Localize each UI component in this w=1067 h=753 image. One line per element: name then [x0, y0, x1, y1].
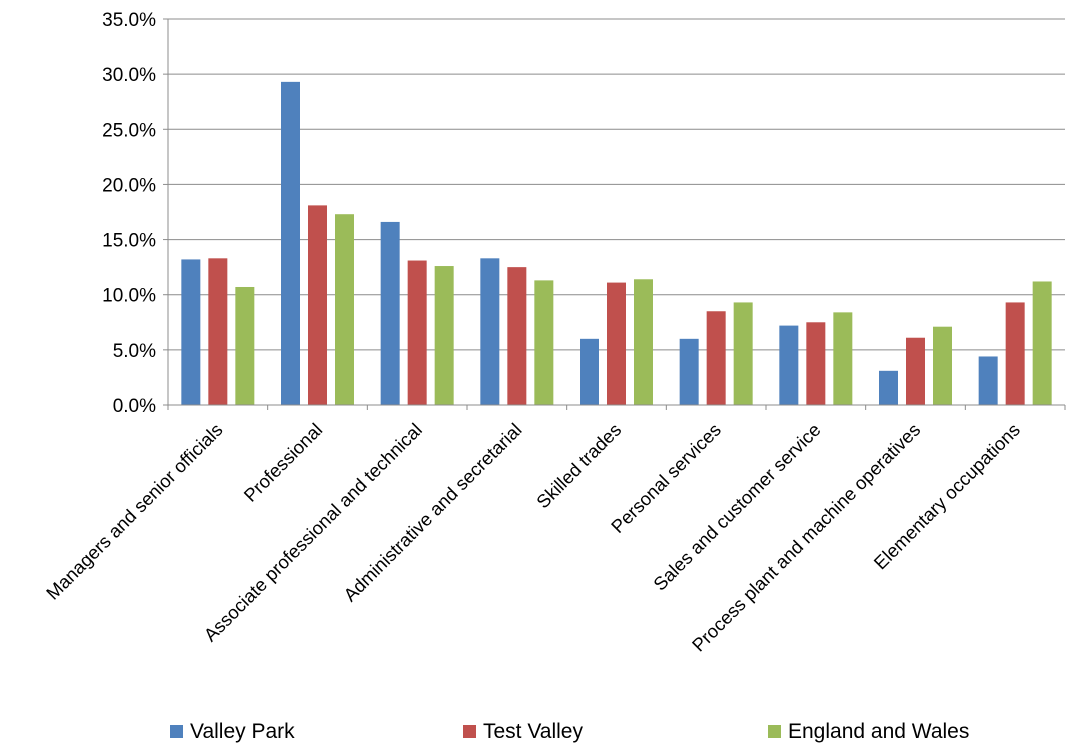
- axes: [163, 18, 1066, 410]
- bars: [181, 81, 1052, 405]
- bar: [308, 205, 327, 405]
- bar: [507, 267, 527, 405]
- bar: [434, 266, 454, 405]
- bar: [806, 322, 826, 405]
- x-category-label: Sales and customer service: [649, 419, 825, 595]
- legend-swatch: [463, 725, 476, 738]
- bar: [833, 312, 853, 405]
- bar: [281, 81, 300, 405]
- bar: [580, 338, 599, 405]
- legend: Valley Park Test Valley England and Wales: [170, 720, 969, 743]
- bar: [706, 311, 726, 405]
- bar: [1032, 281, 1052, 405]
- bar: [407, 260, 427, 405]
- bar: [480, 258, 500, 405]
- y-tick-label: 25.0%: [102, 120, 156, 141]
- bar: [380, 221, 400, 405]
- x-category-label: Process plant and machine operatives: [688, 419, 925, 656]
- bar: [978, 356, 998, 405]
- y-tick-label: 15.0%: [102, 231, 156, 252]
- x-category-label: Managers and senior officials: [42, 419, 227, 604]
- bar: [534, 280, 554, 405]
- x-axis-category-labels: Managers and senior officials Professiona…: [42, 419, 1024, 656]
- x-category-label: Skilled trades: [532, 419, 625, 512]
- bar: [733, 302, 753, 405]
- bar: [679, 338, 699, 405]
- legend-item: Valley Park: [170, 720, 295, 743]
- bar: [634, 279, 653, 405]
- bar: [779, 325, 799, 405]
- bar: [906, 337, 925, 405]
- legend-label: Valley Park: [190, 720, 295, 743]
- y-tick-label: 0.0%: [113, 396, 156, 417]
- bar: [607, 282, 626, 405]
- y-tick-label: 5.0%: [113, 341, 156, 362]
- bar: [1005, 302, 1025, 405]
- bar: [181, 259, 201, 405]
- x-category-label: Professional: [239, 419, 326, 506]
- bar: [208, 258, 228, 405]
- bar: [933, 326, 952, 405]
- y-axis-tick-labels: 0.0% 5.0% 10.0% 15.0% 20.0% 25.0% 30.0% 35.0%: [102, 10, 156, 417]
- bar: [879, 370, 898, 405]
- x-category-label: Personal services: [607, 419, 725, 537]
- legend-label: Test Valley: [483, 720, 583, 743]
- y-tick-label: 10.0%: [102, 286, 156, 307]
- y-tick-label: 30.0%: [102, 65, 156, 86]
- legend-swatch: [170, 725, 183, 738]
- x-category-label: Administrative and secretarial: [339, 419, 525, 605]
- legend-swatch: [768, 725, 781, 738]
- legend-label: England and Wales: [788, 720, 969, 743]
- bar: [335, 214, 354, 405]
- bar: [235, 286, 255, 405]
- x-category-label: Associate professional and technical: [200, 419, 426, 645]
- y-tick-label: 20.0%: [102, 175, 156, 196]
- legend-item: Test Valley: [463, 720, 583, 743]
- y-tick-label: 35.0%: [102, 10, 156, 31]
- legend-item: England and Wales: [768, 720, 969, 743]
